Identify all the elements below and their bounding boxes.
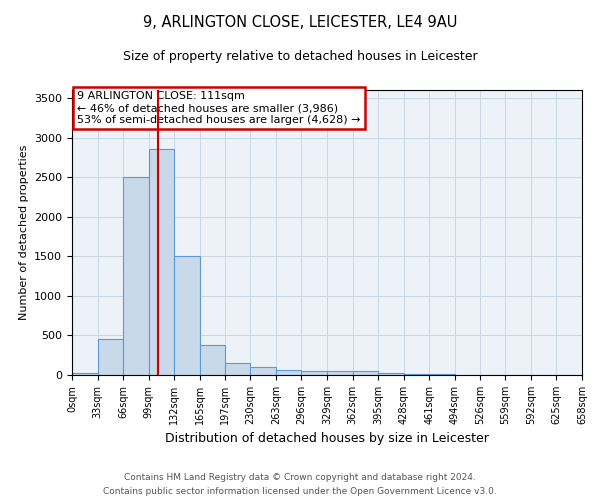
Bar — [404, 374, 430, 375]
Text: 9 ARLINGTON CLOSE: 111sqm
← 46% of detached houses are smaller (3,986)
53% of se: 9 ARLINGTON CLOSE: 111sqm ← 46% of detac… — [77, 92, 361, 124]
X-axis label: Distribution of detached houses by size in Leicester: Distribution of detached houses by size … — [165, 432, 489, 446]
Bar — [250, 367, 276, 375]
Bar — [72, 374, 98, 375]
Bar — [123, 177, 149, 375]
Bar — [353, 371, 378, 375]
Text: Contains HM Land Registry data © Crown copyright and database right 2024.: Contains HM Land Registry data © Crown c… — [124, 472, 476, 482]
Text: 9, ARLINGTON CLOSE, LEICESTER, LE4 9AU: 9, ARLINGTON CLOSE, LEICESTER, LE4 9AU — [143, 15, 457, 30]
Y-axis label: Number of detached properties: Number of detached properties — [19, 145, 29, 320]
Bar — [327, 371, 353, 375]
Bar — [276, 370, 301, 375]
Bar — [98, 340, 123, 375]
Bar — [301, 370, 327, 375]
Text: Size of property relative to detached houses in Leicester: Size of property relative to detached ho… — [122, 50, 478, 63]
Bar — [175, 256, 200, 375]
Bar — [149, 150, 175, 375]
Bar — [200, 345, 224, 375]
Bar — [378, 372, 404, 375]
Bar — [430, 374, 455, 375]
Bar — [224, 363, 250, 375]
Text: Contains public sector information licensed under the Open Government Licence v3: Contains public sector information licen… — [103, 488, 497, 496]
